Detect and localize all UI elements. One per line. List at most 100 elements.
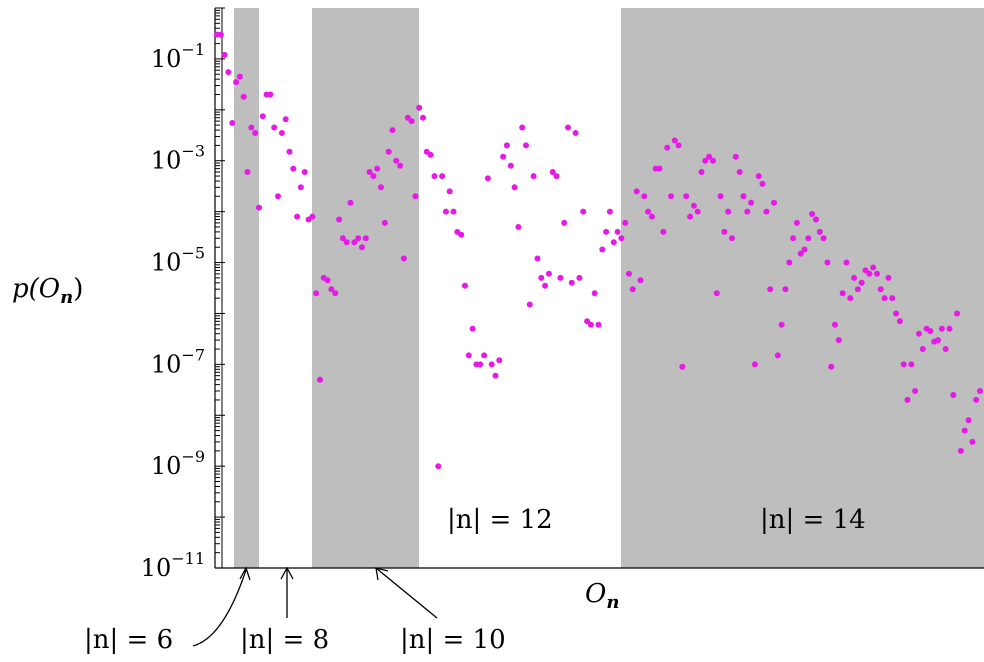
data-point — [416, 104, 423, 111]
x-axis-label: On — [585, 579, 619, 613]
data-point — [301, 169, 308, 175]
data-point — [603, 228, 610, 235]
y-tick-label: 10−11 — [141, 549, 205, 582]
data-point — [374, 165, 381, 172]
data-point — [900, 361, 907, 368]
data-point — [351, 239, 358, 246]
data-point — [450, 208, 457, 215]
data-point — [511, 184, 518, 191]
data-point — [942, 346, 949, 352]
arrow-n8: |n| = 8 — [240, 566, 329, 655]
data-point — [637, 277, 644, 284]
data-point — [683, 193, 690, 200]
data-point — [439, 173, 446, 180]
data-point — [702, 157, 709, 164]
data-point — [290, 165, 297, 172]
data-point — [847, 295, 854, 302]
data-point — [626, 270, 632, 277]
data-point — [767, 286, 774, 293]
data-point — [904, 396, 911, 403]
data-point — [797, 250, 804, 257]
data-point — [233, 79, 240, 86]
data-point — [412, 193, 419, 200]
data-point — [946, 325, 953, 332]
data-point — [355, 235, 362, 242]
data-point — [500, 153, 507, 160]
arrow-label-n10: |n| = 10 — [400, 625, 506, 655]
data-point — [442, 208, 449, 215]
arrow-n10: |n| = 10 — [375, 567, 506, 655]
data-point — [828, 363, 835, 370]
data-point — [839, 290, 846, 297]
band-regions — [234, 8, 984, 568]
data-point — [427, 151, 434, 158]
data-point — [309, 213, 316, 220]
y-tick-label: 10−7 — [151, 345, 205, 378]
data-point — [271, 124, 278, 131]
arrow-label-n6: |n| = 6 — [84, 625, 173, 655]
data-point — [786, 259, 793, 266]
data-point — [477, 361, 484, 368]
data-point — [885, 274, 892, 281]
data-point — [481, 352, 488, 359]
data-point — [713, 290, 720, 297]
band-label-n14: |n| = 14 — [760, 505, 866, 535]
data-point — [912, 388, 919, 394]
data-point — [420, 114, 426, 121]
data-point — [359, 244, 365, 251]
data-point — [881, 295, 888, 302]
data-point — [908, 361, 915, 368]
data-point — [576, 274, 583, 281]
data-point — [969, 438, 976, 445]
data-point — [656, 165, 663, 172]
data-point — [347, 199, 354, 206]
data-point — [679, 363, 686, 370]
data-point — [542, 282, 549, 289]
data-points — [214, 31, 983, 470]
data-point — [782, 286, 789, 293]
data-point — [973, 396, 980, 403]
data-point — [622, 219, 629, 226]
data-point — [729, 235, 735, 242]
data-point — [736, 169, 743, 175]
data-point — [362, 235, 369, 242]
data-point — [317, 376, 323, 383]
data-point — [805, 235, 812, 242]
data-point — [748, 199, 755, 206]
data-point — [526, 301, 533, 308]
data-point — [538, 274, 545, 281]
data-point — [820, 235, 827, 242]
data-point — [629, 286, 636, 293]
data-point — [698, 169, 705, 175]
data-point — [240, 93, 247, 100]
data-point — [606, 208, 613, 215]
data-point — [236, 73, 243, 80]
data-point — [549, 169, 556, 175]
data-point — [851, 274, 858, 281]
data-point — [896, 318, 903, 325]
data-point — [366, 169, 373, 175]
data-point — [725, 208, 732, 215]
data-point — [385, 148, 392, 155]
data-point — [488, 361, 495, 368]
data-point — [801, 246, 808, 253]
data-point — [446, 188, 453, 195]
data-point — [771, 199, 777, 206]
data-point — [381, 219, 388, 226]
data-point — [595, 321, 602, 328]
band-label-n12: |n| = 12 — [447, 505, 553, 535]
data-point — [519, 124, 526, 131]
data-point — [462, 282, 468, 289]
data-point — [858, 279, 865, 286]
data-point — [755, 173, 762, 180]
y-axis-label: p(On) — [12, 274, 83, 308]
data-point — [469, 325, 476, 332]
data-point — [645, 208, 652, 215]
y-tick-label: 10−9 — [151, 447, 205, 480]
data-point — [675, 142, 682, 149]
data-point — [572, 130, 579, 136]
data-point — [950, 392, 957, 398]
data-point — [633, 188, 640, 195]
data-point — [336, 216, 343, 223]
data-point — [664, 144, 671, 151]
